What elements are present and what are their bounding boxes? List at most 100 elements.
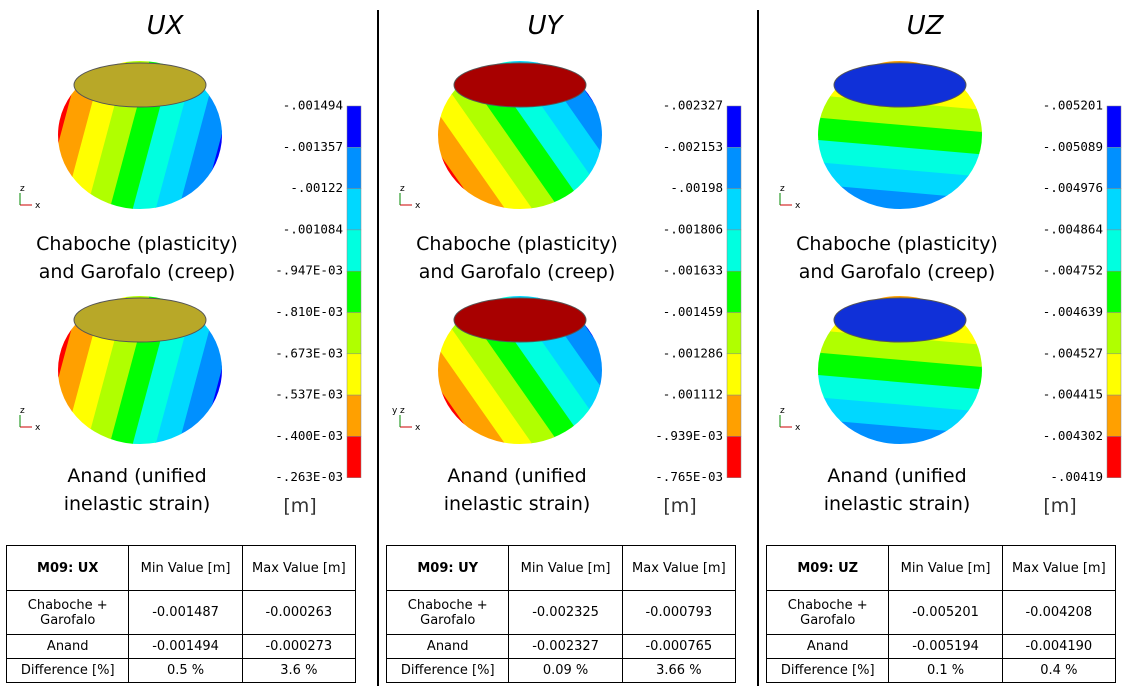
table-cell: Chaboche + Garofalo bbox=[767, 591, 889, 635]
colorbar-label: -.004302 bbox=[1043, 428, 1103, 443]
table-cell: Max Value [m] bbox=[622, 546, 735, 591]
triad-label: z bbox=[400, 406, 405, 416]
colorbar-label: -.001112 bbox=[663, 387, 723, 402]
contours bbox=[323, 148, 717, 591]
caption: Chaboche (plasticity) bbox=[416, 233, 618, 255]
triad-label: z bbox=[20, 406, 25, 416]
colorbar-label: -.001286 bbox=[663, 345, 723, 360]
table-row: Anand-0.005194-0.004190 bbox=[767, 635, 1116, 659]
caption: inelastic strain) bbox=[444, 493, 591, 515]
table-cell: -0.000263 bbox=[242, 591, 355, 635]
colorbar-label: -.001084 bbox=[283, 221, 343, 236]
colorbar-label: -.005089 bbox=[1043, 139, 1103, 154]
table-cell: M09: UZ bbox=[767, 546, 889, 591]
colorbar-label: -.947E-03 bbox=[275, 263, 343, 278]
table-cell: -0.000273 bbox=[242, 635, 355, 659]
model-lid bbox=[834, 63, 966, 107]
table-cell: -0.001494 bbox=[129, 635, 242, 659]
model bbox=[692, 18, 1108, 253]
triad-label: x bbox=[35, 201, 41, 211]
table-row: Difference [%]0.5 %3.6 % bbox=[7, 659, 356, 683]
colorbar-label: -.001459 bbox=[663, 304, 723, 319]
table-row: Chaboche + Garofalo-0.002325-0.000793 bbox=[387, 591, 736, 635]
table-cell: -0.000793 bbox=[622, 591, 735, 635]
caption: and Garofalo (creep) bbox=[419, 261, 616, 283]
panel-title: UX bbox=[147, 11, 185, 41]
triad-label: x bbox=[795, 201, 801, 211]
colorbar-band bbox=[347, 106, 361, 147]
colorbar-label: -.001806 bbox=[663, 221, 723, 236]
colorbar-label: -.004415 bbox=[1043, 387, 1103, 402]
table-row: Difference [%]0.09 %3.66 % bbox=[387, 659, 736, 683]
figure: UX-.001494-.001357-.00122-.001084-.947E-… bbox=[0, 0, 1132, 686]
table-cell: M09: UX bbox=[7, 546, 129, 591]
caption: inelastic strain) bbox=[64, 493, 211, 515]
table-cell: -0.002325 bbox=[509, 591, 622, 635]
table-cell: Chaboche + Garofalo bbox=[7, 591, 129, 635]
model-lid bbox=[834, 298, 966, 342]
colorbar-label: -.400E-03 bbox=[275, 428, 343, 443]
colorbar-band bbox=[727, 354, 741, 395]
caption: inelastic strain) bbox=[824, 493, 971, 515]
triad-label: x bbox=[415, 201, 421, 211]
colorbar-band bbox=[1107, 313, 1121, 354]
table-cell: 0.09 % bbox=[509, 659, 622, 683]
model bbox=[323, 148, 717, 591]
table-row: Difference [%]0.1 %0.4 % bbox=[767, 659, 1116, 683]
colorbar-label: -.002153 bbox=[663, 139, 723, 154]
colorbar-label: -.537E-03 bbox=[275, 387, 343, 402]
model-lid bbox=[454, 298, 586, 342]
table-row: Chaboche + Garofalo-0.001487-0.000263 bbox=[7, 591, 356, 635]
caption: Anand (unified bbox=[67, 465, 206, 487]
table-row: M09: UXMin Value [m]Max Value [m] bbox=[7, 546, 356, 591]
table-cell: Min Value [m] bbox=[889, 546, 1002, 591]
caption: and Garofalo (creep) bbox=[799, 261, 996, 283]
table-cell: -0.002327 bbox=[509, 635, 622, 659]
colorbar-label: -.004527 bbox=[1043, 345, 1103, 360]
unit-label: [m] bbox=[1043, 495, 1076, 517]
colorbar-band bbox=[347, 230, 361, 271]
colorbar-band bbox=[347, 313, 361, 354]
colorbar-label: -.004639 bbox=[1043, 304, 1103, 319]
contours bbox=[692, 253, 1108, 488]
colorbar-label: -.004976 bbox=[1043, 180, 1103, 195]
model bbox=[0, 151, 289, 589]
colorbar-label: -.263E-03 bbox=[275, 469, 343, 484]
colorbar-label: -.765E-03 bbox=[655, 469, 723, 484]
contour-band bbox=[396, 0, 644, 305]
colorbar-band bbox=[347, 189, 361, 230]
table-cell: Max Value [m] bbox=[1002, 546, 1115, 591]
results-table: M09: UXMin Value [m]Max Value [m]Chaboch… bbox=[6, 545, 356, 683]
colorbar-band bbox=[347, 354, 361, 395]
colorbar-band bbox=[1107, 147, 1121, 188]
colorbar-band bbox=[727, 436, 741, 477]
panel-title: UY bbox=[528, 11, 565, 41]
table-cell: Anand bbox=[387, 635, 509, 659]
colorbar-label: -.002327 bbox=[663, 98, 723, 113]
table-cell: Anand bbox=[767, 635, 889, 659]
table-cell: -0.004190 bbox=[1002, 635, 1115, 659]
table-cell: 0.1 % bbox=[889, 659, 1002, 683]
colorbar-band bbox=[1107, 395, 1121, 436]
triad-label: z bbox=[20, 184, 25, 194]
table-cell: M09: UY bbox=[387, 546, 509, 591]
contours bbox=[0, 151, 289, 589]
triad-label: x bbox=[795, 423, 801, 433]
table-cell: Difference [%] bbox=[7, 659, 129, 683]
table-cell: -0.005201 bbox=[889, 591, 1002, 635]
colorbar-band bbox=[727, 230, 741, 271]
colorbar-label: -.004864 bbox=[1043, 221, 1103, 236]
model-lid bbox=[74, 298, 206, 342]
colorbar-band bbox=[727, 313, 741, 354]
table-row: Chaboche + Garofalo-0.005201-0.004208 bbox=[767, 591, 1116, 635]
colorbar-band bbox=[1107, 436, 1121, 477]
table-cell: Min Value [m] bbox=[509, 546, 622, 591]
colorbar-band bbox=[1107, 230, 1121, 271]
colorbar-label: -.00122 bbox=[290, 180, 343, 195]
table-cell: 3.66 % bbox=[622, 659, 735, 683]
colorbar-label: -.939E-03 bbox=[655, 428, 723, 443]
caption: Anand (unified bbox=[827, 465, 966, 487]
table-cell: 3.6 % bbox=[242, 659, 355, 683]
table-cell: Difference [%] bbox=[767, 659, 889, 683]
triad-label: z bbox=[780, 406, 785, 416]
